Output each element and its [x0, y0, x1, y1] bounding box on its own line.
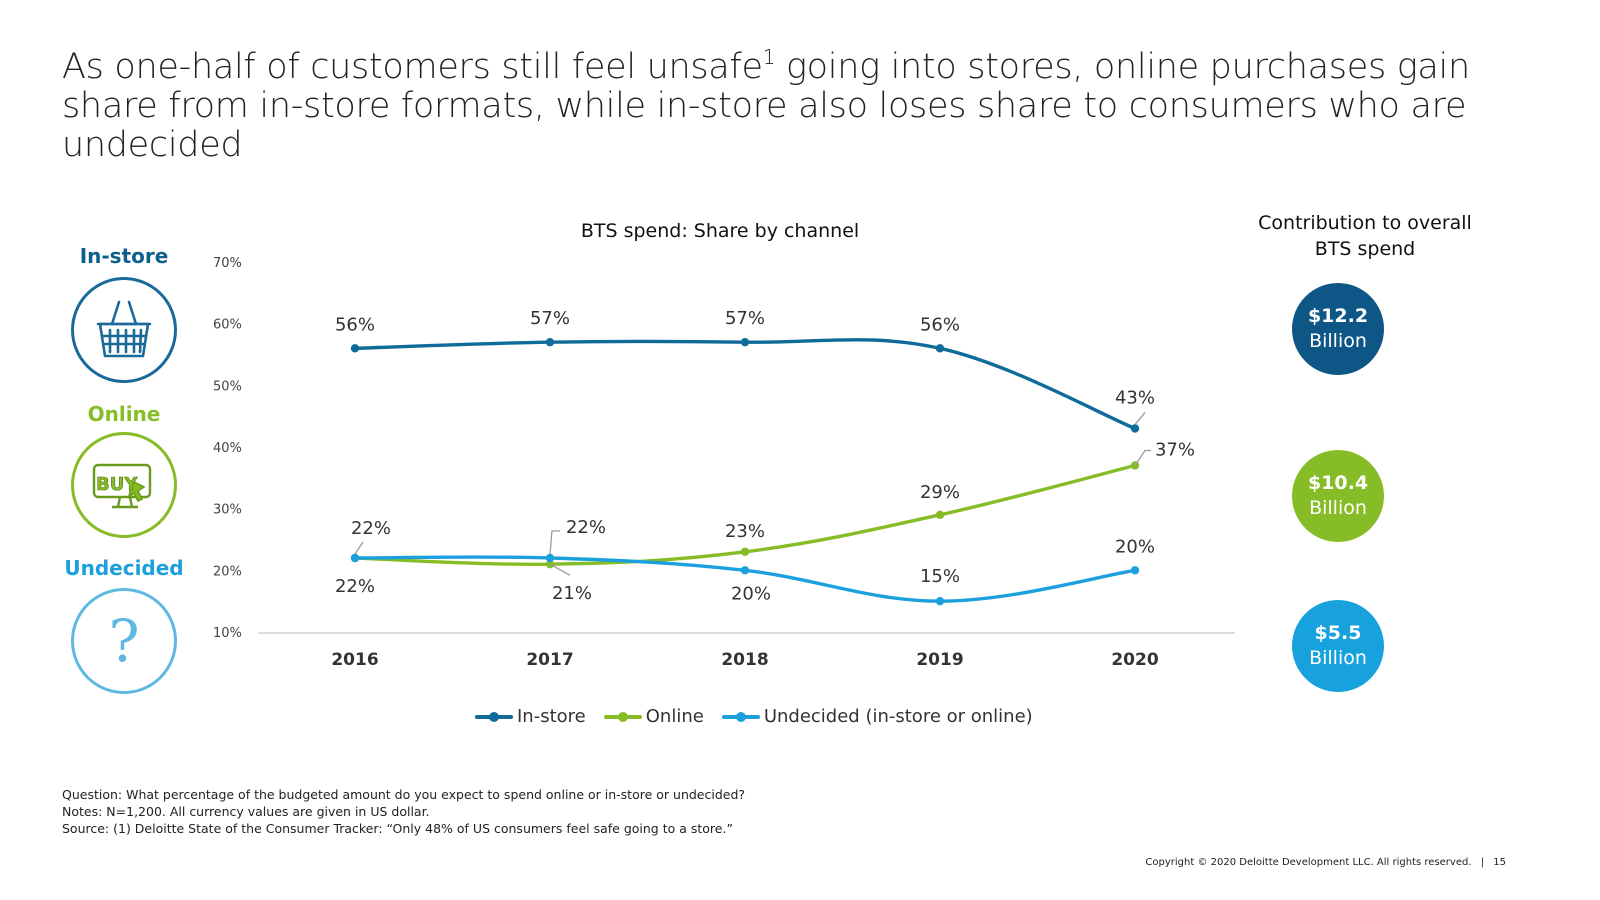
instore-spend-amount: $12.2 — [1307, 305, 1369, 327]
instore-spend-bubble: $12.2 Billion — [1292, 283, 1384, 375]
x-tick-label: 2019 — [916, 650, 963, 670]
copyright-text: Copyright © 2020 Deloitte Development LL… — [1145, 857, 1472, 868]
label-leader-line — [549, 563, 571, 576]
contribution-title-line2: BTS spend — [1314, 238, 1416, 260]
title-footnote-marker: 1 — [762, 45, 776, 69]
data-label-undecided: 22% — [335, 576, 375, 597]
footer-separator: | — [1480, 857, 1485, 868]
survey-notes: Notes: N=1,200. All currency values are … — [62, 804, 430, 819]
data-label-instore: 56% — [920, 314, 960, 335]
legend-label-undecided: Undecided (in-store or online) — [763, 706, 1033, 727]
contribution-title-line1: Contribution to overall — [1258, 212, 1472, 234]
data-label-instore: 56% — [335, 314, 375, 335]
data-label-online: 21% — [552, 583, 592, 604]
series-line-instore — [353, 338, 1137, 431]
line-chart: 10% 20% 30% 40% 50% 60% 70% 2016 2017 2018 2019 202… — [213, 256, 1235, 670]
undecided-label: Undecided — [64, 556, 184, 580]
data-point-online — [545, 559, 555, 569]
data-label-instore: 57% — [530, 308, 570, 329]
data-point-undecided — [740, 566, 750, 575]
data-point-online — [935, 510, 945, 520]
online-spend-bubble: $10.4 Billion — [1292, 450, 1384, 542]
y-tick-label: 50% — [213, 379, 242, 394]
buy-screen-icon: BUY — [71, 432, 177, 538]
data-point-instore — [545, 337, 555, 347]
y-tick-label: 30% — [213, 503, 242, 518]
page-number: 15 — [1493, 857, 1506, 868]
y-tick-label: 60% — [213, 318, 242, 333]
legend-label-instore: In-store — [517, 706, 586, 727]
label-leader-line — [354, 541, 364, 555]
y-tick-label: 70% — [213, 256, 242, 271]
label-leader-line — [1134, 412, 1146, 425]
undecided-spend-bubble: $5.5 Billion — [1292, 600, 1384, 692]
data-label-undecided: 22% — [566, 517, 606, 538]
legend-swatch-instore — [475, 711, 513, 722]
chart-title: BTS spend: Share by channel — [580, 220, 860, 242]
data-point-undecided — [350, 553, 360, 563]
contribution-title: Contribution to overall BTS spend — [1255, 210, 1475, 262]
x-tick-label: 2020 — [1111, 650, 1158, 670]
data-point-instore — [740, 337, 750, 347]
question-mark-glyph: ? — [108, 607, 140, 675]
buy-icon-text: BUY — [96, 474, 138, 495]
source-note: Source: (1) Deloitte State of the Consum… — [62, 821, 733, 836]
online-spend-amount: $10.4 — [1307, 472, 1369, 494]
slide-title: As one-half of customers still feel unsa… — [62, 45, 1542, 165]
legend-swatch-undecided — [721, 711, 760, 722]
legend-swatch-online — [603, 711, 642, 722]
online-spend-unit: Billion — [1309, 497, 1367, 519]
data-label-undecided: 20% — [731, 583, 771, 604]
data-point-online — [740, 547, 750, 557]
legend-item-instore: In-store — [475, 706, 586, 727]
undecided-spend-amount: $5.5 — [1314, 622, 1362, 644]
undecided-spend-unit: Billion — [1309, 647, 1367, 669]
data-point-undecided — [935, 596, 945, 606]
y-tick-label: 20% — [213, 564, 242, 579]
x-tick-label: 2017 — [526, 650, 573, 670]
y-tick-label: 10% — [213, 626, 242, 641]
footnotes: Question: What percentage of the budgete… — [62, 786, 745, 837]
instore-spend-unit: Billion — [1309, 330, 1367, 352]
data-label-instore: 57% — [725, 308, 765, 329]
label-leader-line — [1134, 449, 1151, 466]
legend-label-online: Online — [645, 706, 704, 727]
title-text-part2: going into stores, online purchases gain… — [62, 47, 1470, 165]
shopping-basket-icon — [71, 277, 177, 383]
survey-question: Question: What percentage of the budgete… — [62, 787, 746, 802]
x-tick-label: 2016 — [331, 650, 378, 670]
legend-item-undecided: Undecided (in-store or online) — [721, 706, 1033, 727]
data-label-undecided: 15% — [920, 566, 960, 587]
label-leader-line — [549, 530, 560, 555]
data-label-online: 37% — [1155, 440, 1195, 461]
title-text-part1: As one-half of customers still feel unsa… — [62, 47, 763, 87]
data-label-undecided: 20% — [1115, 536, 1155, 557]
data-point-instore — [1130, 424, 1140, 433]
online-label: Online — [87, 402, 161, 426]
data-point-undecided — [1130, 566, 1140, 575]
x-tick-label: 2018 — [721, 650, 768, 670]
data-point-undecided — [545, 553, 555, 563]
legend-item-online: Online — [603, 706, 704, 727]
data-point-instore — [350, 344, 360, 353]
data-point-instore — [935, 344, 945, 353]
data-label-online: 22% — [351, 518, 391, 539]
data-label-instore: 43% — [1115, 388, 1155, 409]
y-tick-label: 40% — [213, 441, 242, 456]
data-label-online: 23% — [725, 521, 765, 542]
instore-label: In-store — [79, 244, 169, 268]
data-label-online: 29% — [920, 482, 960, 503]
chart-legend: In-store Online Undecided (in-store or o… — [475, 706, 1033, 727]
footer: Copyright © 2020 Deloitte Development LL… — [1145, 857, 1506, 868]
question-mark-icon: ? — [71, 588, 177, 694]
